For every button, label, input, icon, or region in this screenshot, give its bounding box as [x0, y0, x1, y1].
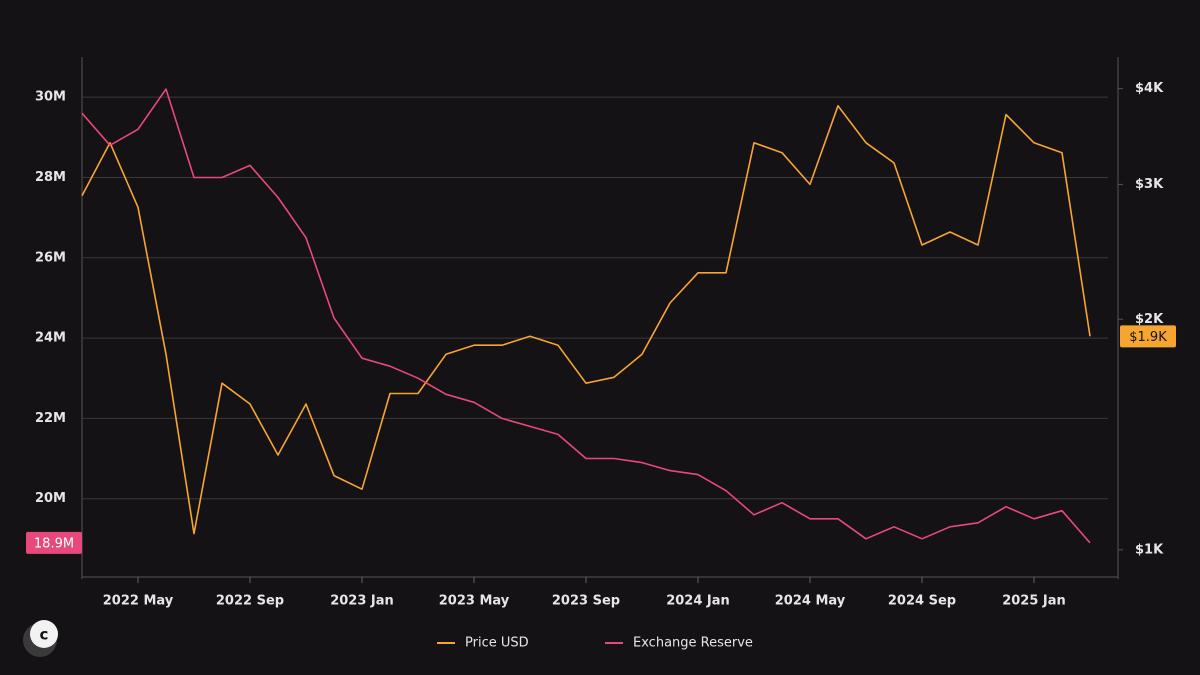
- y-tick-label: 22M: [35, 411, 66, 426]
- x-tick-label: 2024 Sep: [888, 594, 956, 609]
- x-tick-label: 2025 Jan: [1002, 594, 1066, 609]
- y2-tick-label: $2K: [1135, 312, 1164, 327]
- value-badge: [1120, 325, 1176, 348]
- value-badge: [26, 531, 82, 554]
- value-badge-label: 18.9M: [34, 536, 74, 551]
- legend-label: Price USD: [465, 636, 529, 651]
- x-tick-label: 2024 May: [775, 594, 846, 609]
- y2-tick-label: $4K: [1135, 81, 1164, 96]
- x-tick-label: 2022 May: [103, 594, 174, 609]
- y-tick-label: 28M: [35, 170, 66, 185]
- x-tick-label: 2022 Sep: [216, 594, 284, 609]
- y-tick-label: 30M: [35, 90, 66, 105]
- svg-text:c: c: [40, 626, 49, 644]
- x-tick-label: 2023 Jan: [330, 594, 394, 609]
- value-badge-label: $1.9K: [1129, 330, 1167, 345]
- x-tick-label: 2023 May: [439, 594, 510, 609]
- y-tick-label: 26M: [35, 250, 66, 265]
- y2-tick-label: $3K: [1135, 177, 1164, 192]
- logo: c: [23, 620, 58, 657]
- series-line: [81, 88, 1091, 544]
- y-tick-label: 24M: [35, 331, 66, 346]
- series-line: [81, 105, 1091, 535]
- x-tick-label: 2023 Sep: [552, 594, 620, 609]
- y-tick-label: 20M: [35, 491, 66, 506]
- legend-label: Exchange Reserve: [633, 636, 753, 651]
- x-tick-label: 2024 Jan: [666, 594, 730, 609]
- y2-tick-label: $1K: [1135, 542, 1164, 557]
